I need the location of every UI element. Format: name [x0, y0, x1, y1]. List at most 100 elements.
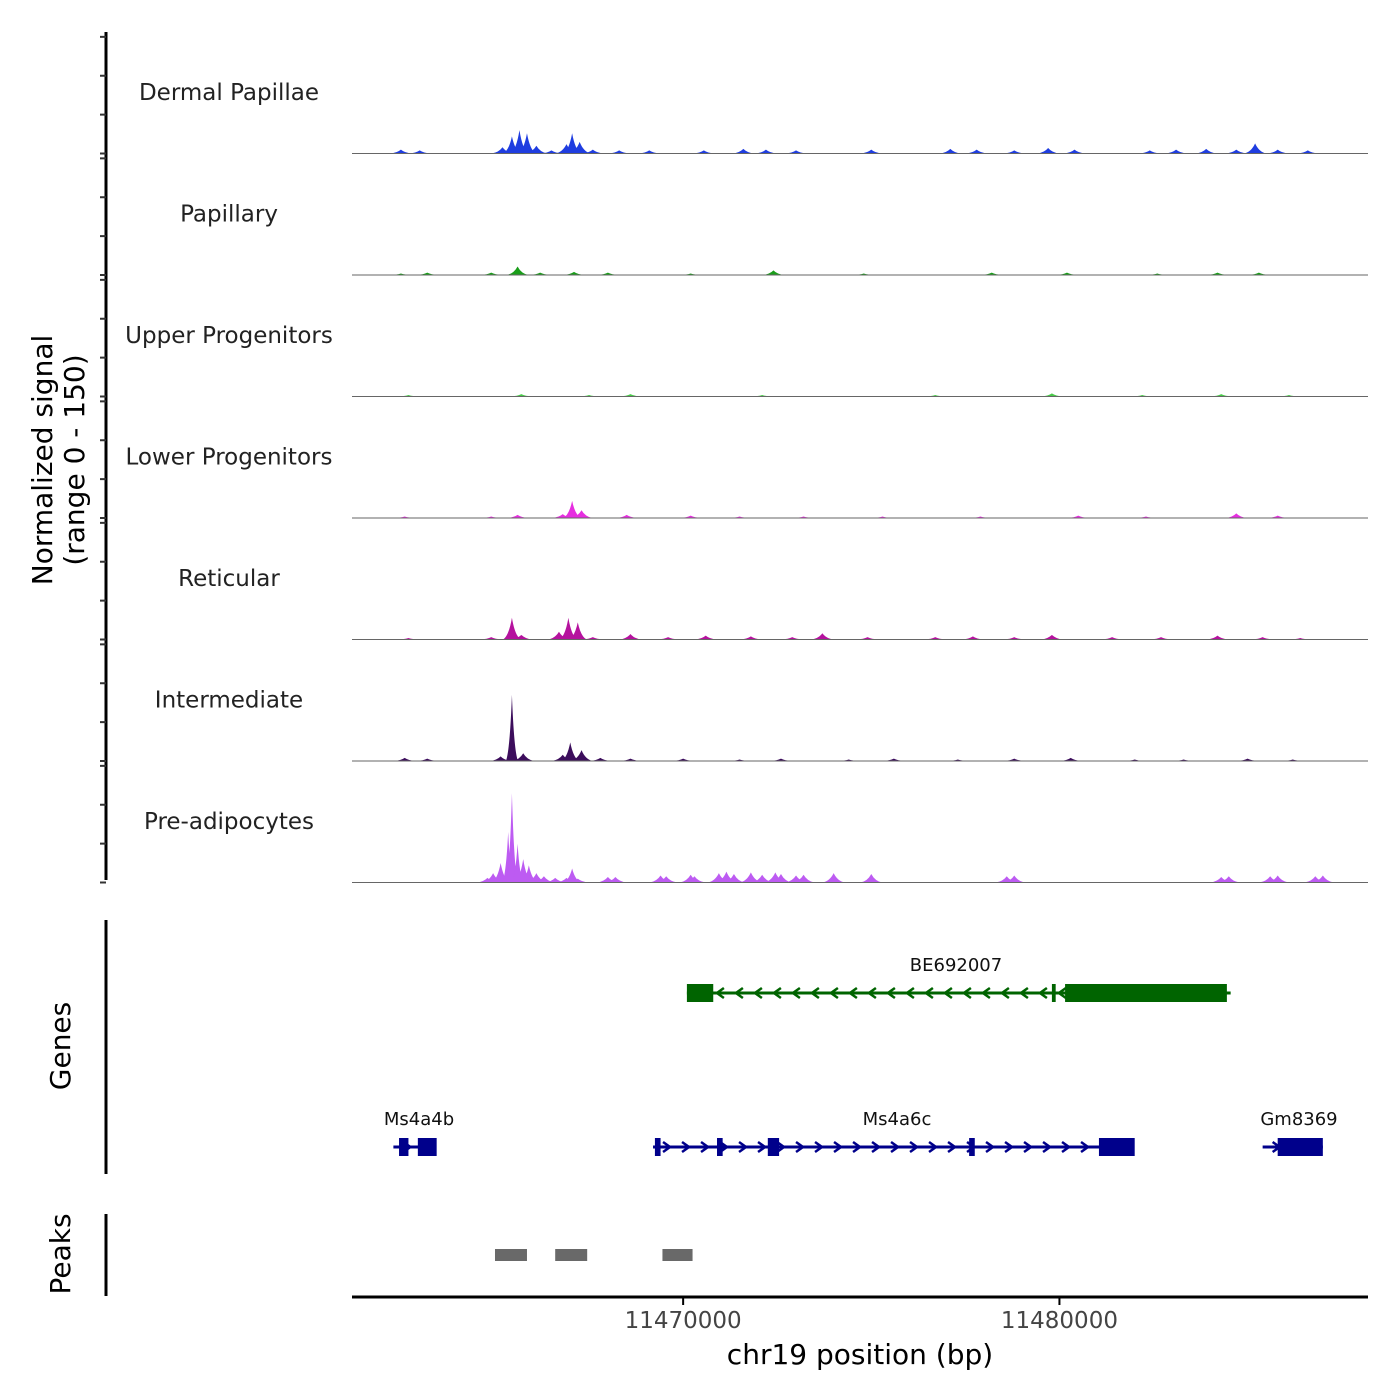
signal-peak	[1206, 635, 1229, 640]
signal-peak	[1165, 149, 1188, 154]
peaks-panel-label: Peaks	[44, 1213, 77, 1294]
signal-peak	[512, 753, 535, 761]
signal-peak	[568, 141, 591, 154]
track-label: Dermal Papillae	[139, 80, 319, 106]
signal-peak	[860, 149, 883, 154]
signal-peak	[529, 272, 552, 275]
signal-peak	[739, 872, 762, 883]
strand-arrow	[904, 986, 915, 1000]
signal-peak	[939, 148, 962, 154]
signal-peak	[408, 150, 431, 154]
track-papillary: Papillary	[180, 202, 1368, 276]
signal-peak	[754, 149, 777, 154]
strand-arrow	[738, 1140, 749, 1154]
signal-peak	[1040, 634, 1063, 640]
signal-peak	[1251, 637, 1274, 640]
signal-peak	[510, 634, 533, 640]
strand-arrow	[809, 986, 820, 1000]
signal-peak	[1311, 875, 1334, 883]
signal-peak	[581, 637, 604, 640]
gene-exon	[1051, 984, 1056, 1002]
signal-peak	[480, 637, 503, 640]
signal-peak	[502, 617, 521, 640]
signal-peak	[1206, 272, 1229, 275]
strand-arrow	[795, 1140, 806, 1154]
signal-peak	[781, 637, 804, 640]
strand-arrow	[947, 1140, 958, 1154]
gene-label: Ms4a6c	[863, 1109, 932, 1130]
signal-tracks: Dermal Papillae Papillary Upper Progenitor…	[125, 80, 1368, 883]
signal-peak	[1247, 272, 1270, 275]
signal-peak	[619, 634, 642, 640]
signal-peak	[1059, 757, 1082, 761]
signal-peak	[1003, 875, 1026, 883]
signal-peak	[1067, 515, 1090, 518]
signal-peak	[751, 874, 774, 883]
signal-peak	[506, 514, 529, 518]
strand-arrow	[828, 986, 839, 1000]
signal-peak	[1217, 876, 1240, 883]
track-label: Reticular	[178, 566, 280, 592]
signal-peak	[1266, 875, 1289, 883]
signal-peak	[1210, 394, 1233, 397]
gene-exon	[717, 1138, 723, 1156]
signal-peak	[544, 877, 567, 883]
strand-arrow	[961, 986, 972, 1000]
gene-exon	[1098, 1138, 1135, 1156]
signal-peak	[739, 636, 762, 640]
signal-peak	[1003, 150, 1026, 154]
signal-peak	[1138, 150, 1161, 154]
track-upper-progenitors: Upper Progenitors	[125, 323, 1368, 397]
signal-peak	[1003, 637, 1026, 640]
signal-peak	[619, 758, 642, 761]
track-pre-adipocytes: Pre-adipocytes	[144, 793, 1368, 883]
y-axis-subtitle: (range 0 - 150)	[58, 354, 91, 565]
signal-peak	[506, 266, 529, 275]
y-axis	[100, 32, 108, 884]
signal-peak	[1063, 149, 1086, 154]
strand-arrow	[1056, 986, 1067, 1000]
strand-arrow	[1037, 986, 1048, 1000]
signal-peak	[722, 873, 745, 883]
strand-arrow	[752, 986, 763, 1000]
track-label: Pre-adipocytes	[144, 809, 314, 835]
signal-peak	[589, 757, 612, 761]
strand-arrow	[852, 1140, 863, 1154]
strand-arrow	[1004, 1140, 1015, 1154]
gene-ms4a6c: Ms4a6c	[653, 1109, 1135, 1156]
signal-peak	[532, 876, 555, 883]
signal-peak	[655, 876, 678, 883]
peak-region	[662, 1249, 693, 1261]
strand-arrow	[1080, 1140, 1091, 1154]
signal-peak	[489, 756, 512, 761]
gene-label: Ms4a4b	[384, 1109, 454, 1130]
signal-peak	[1055, 272, 1078, 275]
signal-peak	[856, 637, 879, 640]
signal-peak	[525, 145, 548, 154]
signal-peak	[882, 758, 905, 761]
signal-peak	[692, 150, 715, 154]
signal-peak	[811, 633, 834, 640]
strand-arrow	[790, 986, 801, 1000]
strand-arrow	[814, 1140, 825, 1154]
strand-arrow	[942, 986, 953, 1000]
signal-peak	[672, 758, 695, 761]
signal-peak	[1195, 148, 1218, 154]
track-label: Intermediate	[155, 688, 303, 714]
signal-peak	[1040, 393, 1063, 397]
signal-peak	[683, 876, 706, 883]
gene-be692007: BE692007	[686, 955, 1231, 1002]
track-reticular: Reticular	[178, 566, 1368, 640]
signal-peak	[1150, 637, 1173, 640]
signal-peak	[762, 270, 785, 275]
peak-region	[555, 1249, 588, 1261]
signal-peak	[416, 272, 439, 275]
signal-peak	[785, 150, 808, 154]
signal-peak	[1244, 143, 1267, 154]
signal-peak	[505, 793, 518, 883]
track-label: Papillary	[180, 202, 278, 228]
signal-peak	[694, 635, 717, 640]
signal-peak	[540, 150, 563, 154]
y-axis-title: Normalized signal	[26, 335, 59, 586]
strand-arrow	[833, 1140, 844, 1154]
